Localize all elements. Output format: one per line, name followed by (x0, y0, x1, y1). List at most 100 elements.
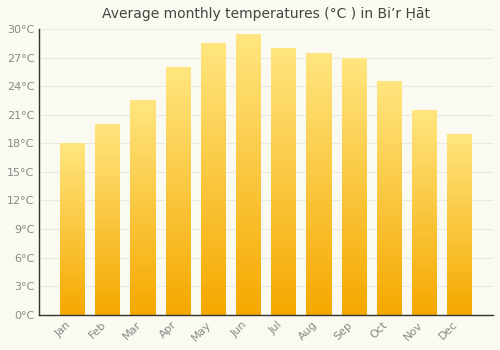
Bar (342, 96, 367, 99)
Bar (342, 173, 367, 176)
Bar (447, 243, 472, 245)
Bar (342, 70, 367, 74)
Bar (166, 244, 191, 247)
Bar (447, 231, 472, 233)
Bar (342, 228, 367, 231)
Bar (60, 255, 86, 257)
Bar (342, 234, 367, 238)
Bar (306, 89, 332, 92)
Bar (306, 56, 332, 60)
Bar (342, 183, 367, 186)
Bar (200, 47, 226, 50)
Bar (95, 172, 120, 174)
Bar (447, 184, 472, 186)
Bar (200, 54, 226, 57)
Bar (376, 204, 402, 207)
Bar (166, 306, 191, 309)
Bar (200, 247, 226, 250)
Bar (236, 255, 262, 259)
Bar (271, 235, 296, 238)
Bar (236, 160, 262, 164)
Bar (166, 262, 191, 265)
Bar (200, 237, 226, 240)
Bar (306, 72, 332, 76)
Bar (447, 249, 472, 251)
Bar (306, 115, 332, 118)
Bar (271, 58, 296, 62)
Bar (130, 210, 156, 213)
Bar (342, 241, 367, 244)
Bar (271, 91, 296, 95)
Bar (166, 107, 191, 111)
Bar (412, 210, 437, 212)
Bar (342, 99, 367, 103)
Bar (306, 197, 332, 200)
Bar (236, 192, 262, 195)
Bar (95, 286, 120, 289)
Bar (412, 238, 437, 240)
Bar (412, 202, 437, 205)
Bar (166, 281, 191, 284)
Bar (166, 268, 191, 272)
Bar (200, 60, 226, 64)
Bar (271, 261, 296, 265)
Bar (412, 146, 437, 148)
Bar (130, 138, 156, 141)
Bar (376, 90, 402, 93)
Bar (60, 195, 86, 197)
Bar (200, 257, 226, 260)
Bar (236, 121, 262, 125)
Bar (60, 236, 86, 238)
Bar (306, 295, 332, 299)
Bar (376, 157, 402, 160)
Bar (236, 157, 262, 160)
Bar (200, 67, 226, 70)
Bar (236, 41, 262, 44)
Bar (376, 213, 402, 216)
Bar (95, 310, 120, 313)
Bar (306, 63, 332, 66)
Bar (60, 263, 86, 266)
Bar (412, 182, 437, 184)
Bar (412, 135, 437, 138)
Bar (130, 213, 156, 216)
Bar (447, 310, 472, 313)
Bar (376, 143, 402, 146)
Bar (342, 283, 367, 286)
Bar (95, 253, 120, 255)
Bar (306, 82, 332, 86)
Bar (447, 251, 472, 254)
Bar (95, 301, 120, 303)
Bar (376, 277, 402, 280)
Bar (130, 130, 156, 133)
Bar (306, 138, 332, 141)
Bar (95, 134, 120, 136)
Bar (271, 138, 296, 141)
Bar (130, 103, 156, 106)
Bar (342, 225, 367, 228)
Bar (166, 141, 191, 145)
Bar (447, 236, 472, 238)
Bar (236, 308, 262, 311)
Bar (271, 292, 296, 295)
Bar (60, 270, 86, 272)
Bar (376, 201, 402, 204)
Bar (306, 302, 332, 305)
Bar (166, 185, 191, 188)
Bar (342, 260, 367, 263)
Bar (271, 298, 296, 301)
Bar (200, 155, 226, 159)
Bar (200, 193, 226, 196)
Bar (271, 248, 296, 251)
Bar (271, 305, 296, 308)
Bar (306, 118, 332, 121)
Bar (95, 224, 120, 227)
Bar (306, 60, 332, 63)
Bar (412, 269, 437, 271)
Bar (342, 292, 367, 295)
Bar (60, 251, 86, 253)
Bar (166, 302, 191, 306)
Bar (130, 117, 156, 119)
Bar (412, 166, 437, 169)
Bar (166, 197, 191, 200)
